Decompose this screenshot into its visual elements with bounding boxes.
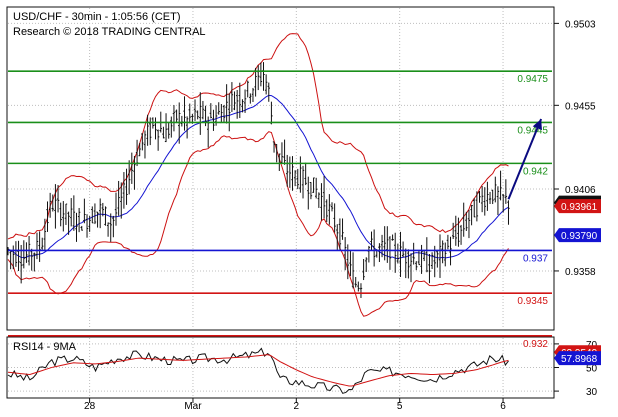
- price-badge: 0.93961: [554, 199, 601, 214]
- price-badge: 0.93790: [554, 228, 601, 243]
- price-badge-shape: [554, 228, 601, 243]
- x-tick-label: Mar: [184, 401, 202, 412]
- price-badge-label: 0.93790: [561, 231, 598, 242]
- x-tick-label: 5: [397, 401, 403, 412]
- projection-arrow-head: [532, 118, 542, 131]
- main-plot-frame: [6, 6, 555, 331]
- chart-credit: Research © 2018 TRADING CENTRAL: [13, 26, 206, 38]
- level-label: 0.942: [523, 166, 548, 177]
- rsi-tick-label: 50: [586, 364, 598, 375]
- price-badge-label: 57.8968: [561, 354, 598, 365]
- level-label: 0.937: [523, 253, 548, 264]
- rsi-series-line: [7, 354, 509, 387]
- lower-bollinger-band: [7, 131, 509, 317]
- rsi-panel: [7, 347, 509, 394]
- price-badge-shape: [554, 351, 601, 366]
- support-resistance-levels: 0.9475 0.9445 0.942 0.937 0.9345 0.932: [8, 70, 552, 350]
- price-badge-shape: [554, 199, 601, 214]
- x-tick-label: 6: [500, 401, 506, 412]
- level-label: 0.9445: [517, 125, 548, 136]
- y-tick-label: 0.9358: [565, 267, 596, 278]
- price-badge-label: 0.93961: [561, 202, 598, 213]
- x-tick-label: 28: [84, 401, 96, 412]
- rsi-tick-label: 30: [586, 387, 598, 398]
- y-tick-label: 0.9406: [565, 185, 596, 196]
- chart-title: USD/CHF - 30min - 1:05:56 (CET): [13, 11, 180, 23]
- gridlines: [8, 8, 552, 397]
- level-label: 0.932: [523, 339, 548, 350]
- rsi-series-line: [7, 347, 509, 394]
- level-label: 0.9345: [517, 296, 548, 307]
- y-tick-label: 0.9503: [565, 19, 596, 30]
- x-axis-ticks: 28 Mar 2 5 6: [84, 398, 506, 412]
- upper-bollinger-band: [7, 33, 509, 240]
- x-tick-label: 2: [294, 401, 300, 412]
- level-label: 0.9475: [517, 74, 548, 85]
- y-tick-label: 0.9455: [565, 101, 596, 112]
- price-badge: 57.8968: [554, 351, 601, 366]
- projection-arrow: [507, 118, 543, 200]
- rsi-title: RSI14 - 9MA: [13, 341, 77, 353]
